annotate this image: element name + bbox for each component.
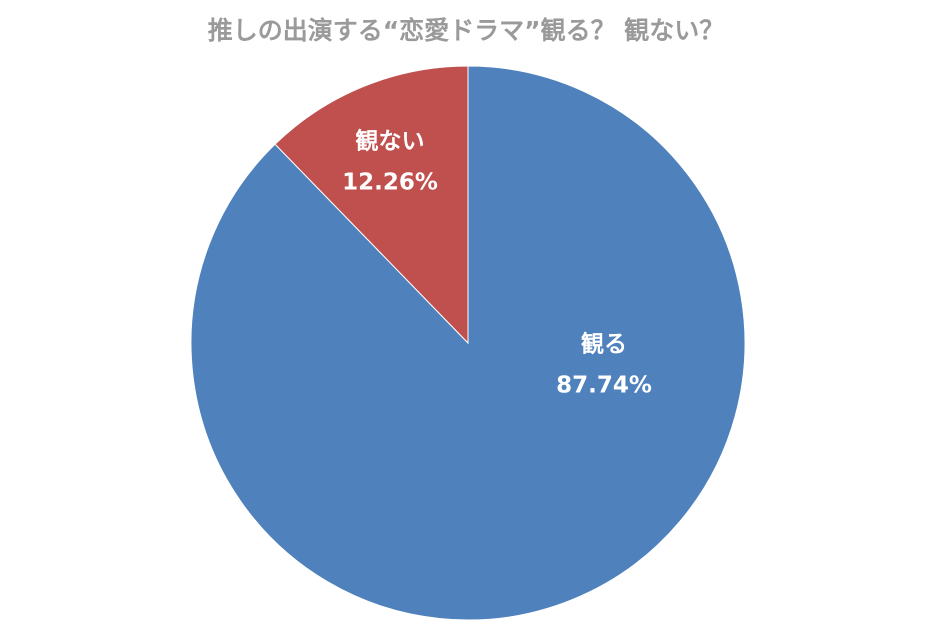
slice-category-label: 観る — [581, 331, 627, 358]
pie-slice — [274, 65, 469, 345]
slice-value-label: 12.26% — [342, 170, 438, 196]
slice-category-label: 観ない — [356, 128, 425, 155]
chart-title: 推しの出演する“恋愛ドラマ”観る？ 観ない？ — [208, 16, 725, 45]
pie: 観る 87.74% 観ない 12.26% — [190, 65, 746, 621]
slice-value-label: 87.74% — [556, 373, 652, 399]
